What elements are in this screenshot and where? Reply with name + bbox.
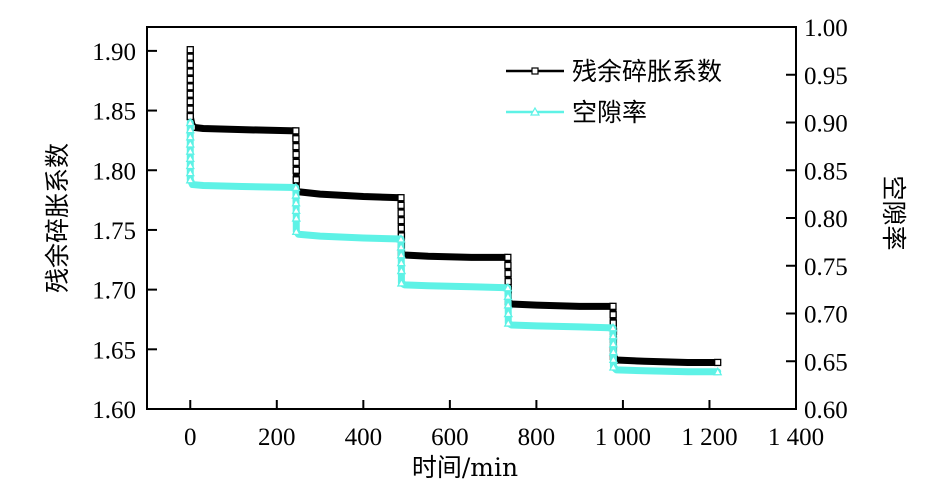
data-point [186,46,194,54]
legend-label-porosity: 空隙率 [572,98,647,127]
data-point [396,265,406,275]
y2-tick-label: 1.00 [804,15,848,42]
data-point [608,338,618,348]
data-point [292,135,300,143]
data-point [396,234,406,243]
data-point [396,257,406,267]
data-point [186,53,194,61]
data-point [714,358,722,367]
y2-tick-label: 0.60 [804,397,848,424]
data-point [292,127,300,135]
data-point [397,224,405,232]
y2-tick-label: 0.70 [804,302,848,329]
y-tick-label: 1.70 [92,278,136,305]
axes-layer: 0 200 400 600 800 1 000 1 200 1 400 1.60 1.65 1.70… [92,15,848,451]
y2-tick-label: 0.75 [804,254,848,281]
data-point [291,213,301,222]
data-point [397,209,405,217]
data-point [186,68,194,76]
data-point [608,322,618,332]
y-tick-label: 1.60 [92,397,136,424]
x-axis-title: 时间/min [412,453,518,482]
data-point [292,150,300,159]
data-point [503,300,513,309]
y-tick-label: 1.75 [92,218,136,245]
data-point [503,318,513,327]
y2-tick-label: 0.85 [804,158,848,185]
legend-item-porosity: 空隙率 [506,98,647,127]
data-point [396,278,406,287]
x-tick-label: 800 [518,424,556,451]
y-tick-label: 1.65 [92,337,136,364]
y2-axis-title: 空隙率 [879,175,908,250]
y2-tick-label: 0.80 [804,206,848,233]
series-residual-bulking [186,46,722,367]
data-point [608,362,619,371]
legend-item-residual-bulking: 残余碎胀系数 [506,57,722,86]
y2-tick-label: 0.65 [804,349,848,376]
data-point [186,98,194,106]
series-porosity [185,117,723,376]
legend: 残余碎胀系数 空隙率 [506,57,722,127]
x-tick-label: 0 [184,424,197,451]
data-point [608,330,618,340]
data-point [397,194,405,202]
data-point [186,90,194,98]
x-tick-label: 1 200 [681,424,737,451]
series-line [186,46,722,366]
series-layer [185,46,723,376]
y2-tick-label: 0.95 [804,63,848,90]
data-point [292,166,300,174]
legend-marker-triangle-icon [529,106,541,116]
data-point [504,253,512,262]
data-point [185,174,195,184]
data-point [503,282,513,292]
data-point [186,83,194,91]
y-axis-title: 残余碎胀系数 [43,143,72,293]
y2-tick-label: 0.90 [804,111,848,138]
data-point [397,201,405,209]
x-tick-label: 1 400 [768,424,824,451]
data-point [713,366,723,376]
legend-marker-square-icon [531,67,539,75]
x-tick-label: 1 000 [595,424,651,451]
data-point [292,158,300,167]
data-point [186,105,194,113]
data-point [609,311,617,319]
data-point [292,142,300,151]
data-point [291,226,301,236]
y-tick-label: 1.85 [92,99,136,126]
legend-label-residual-bulking: 残余碎胀系数 [572,57,722,86]
data-point [396,242,406,251]
data-point [503,291,513,300]
y-tick-label: 1.90 [92,39,136,66]
x-tick-label: 200 [258,424,296,451]
data-point [397,216,405,225]
data-point [186,60,194,69]
data-point [504,269,512,278]
data-point [292,176,300,184]
data-point [396,249,406,259]
y-tick-label: 1.80 [92,158,136,185]
series-line [186,119,722,376]
data-point [609,302,617,310]
x-tick-label: 600 [431,424,469,451]
data-point [504,261,512,270]
x-tick-label: 400 [345,424,383,451]
data-point [186,75,194,84]
data-point [503,308,513,318]
